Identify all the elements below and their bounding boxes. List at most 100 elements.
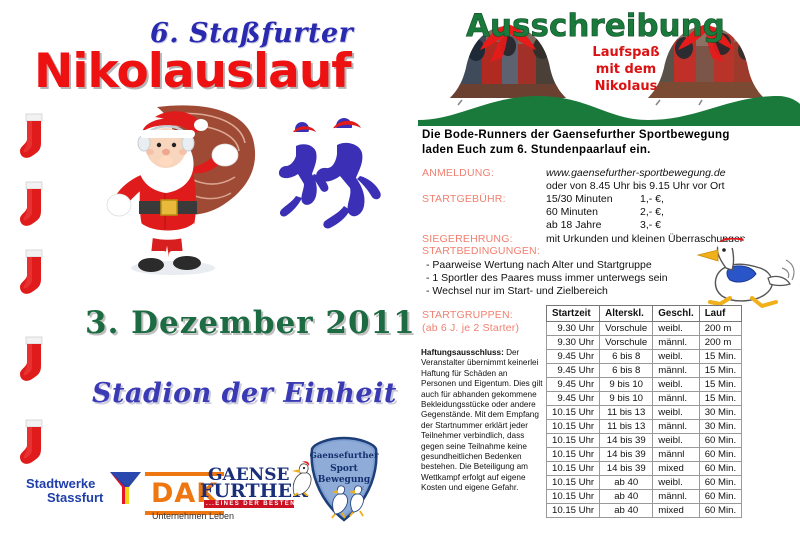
table-cell-geschl: männl. [652,335,700,350]
table-row: 10.15 Uhr 11 bis 13 männl. 30 Min. [545,419,743,434]
anmeldung-url[interactable]: www.gaensefurther-sportbewegung.de [546,167,726,179]
table-cell-geschl: männl. [652,489,700,504]
table-cell-geschl: weibl. [652,349,700,364]
startgruppen-label: STARTGRUPPEN: [422,309,513,321]
svg-text:Sport: Sport [330,464,359,474]
col-geschl: Geschl. [652,305,700,322]
col-lauf: Lauf [698,305,743,322]
table-cell-startzeit: 10.15 Uhr [545,503,601,518]
slogan-line-3: Nikolaus [594,79,658,94]
startgruppen-note: (ab 6 J. je 2 Starter) [422,322,520,334]
sponsor-logos: Stadtwerke Stassfurt DAK Unternehmen Leb… [0,432,412,539]
intro-line-1: Die Bode-Runners der Gaensefurther Sport… [422,129,730,141]
condition-1: - 1 Sportler des Paares muss immer unter… [426,272,668,284]
table-cell-lauf: 15 Min. [698,391,743,406]
table-cell-alterskl: 11 bis 13 [599,405,654,420]
disclaimer-text: Der Veranstalter übernimmt keinerlei Haf… [421,348,543,493]
anmeldung-onsite: oder von 8.45 Uhr bis 9.15 Uhr vor Ort [546,180,725,192]
fee-price-1: 2,- €, [640,206,664,218]
event-title: Nikolauslauf [34,44,352,99]
table-row: 9.45 Uhr 6 bis 8 weibl. 15 Min. [545,349,743,364]
table-cell-startzeit: 10.15 Uhr [545,461,601,476]
siegerehrung-value: mit Urkunden und kleinen Überraschungen [546,233,746,245]
table-cell-geschl: mixed [652,503,700,518]
fee-price-0: 1,- €, [640,193,664,205]
christmas-stocking-icon [18,418,52,475]
table-row: 9.45 Uhr 9 bis 10 männl. 15 Min. [545,391,743,406]
table-cell-lauf: 15 Min. [698,349,743,364]
condition-0: - Paarweise Wertung nach Alter und Start… [426,259,652,271]
table-header-row: Startzeit Alterskl. Geschl. Lauf [545,305,743,322]
table-row: 10.15 Uhr 14 bis 39 weibl. 60 Min. [545,433,743,448]
table-row: 10.15 Uhr 14 bis 39 männl 60 Min. [545,447,743,462]
table-cell-startzeit: 10.15 Uhr [545,447,601,462]
table-cell-alterskl: 11 bis 13 [599,419,654,434]
table-row: 9.45 Uhr 9 bis 10 weibl. 15 Min. [545,377,743,392]
table-cell-startzeit: 9.30 Uhr [545,335,601,350]
christmas-stocking-icon [18,180,52,237]
table-cell-alterskl: 9 bis 10 [599,377,654,392]
table-cell-startzeit: 9.45 Uhr [545,377,601,392]
table-cell-startzeit: 10.15 Uhr [545,419,601,434]
table-cell-geschl: männl. [652,419,700,434]
table-row: 10.15 Uhr 11 bis 13 weibl. 30 Min. [545,405,743,420]
table-cell-lauf: 30 Min. [698,419,743,434]
runners-photo-bell-shape [648,24,764,106]
table-cell-geschl: weibl. [652,405,700,420]
event-date: 3. Dezember 2011 [85,305,416,341]
table-cell-alterskl: ab 40 [599,503,654,518]
table-cell-geschl: weibl. [652,377,700,392]
gaensefurther-goose-icon [292,461,312,496]
table-cell-startzeit: 10.15 Uhr [545,405,601,420]
table-cell-startzeit: 10.15 Uhr [545,433,601,448]
table-row: 9.45 Uhr 6 bis 8 männl. 15 Min. [545,363,743,378]
table-cell-alterskl: Vorschule [599,335,654,350]
fee-desc-0: 15/30 Minuten [546,193,613,205]
table-cell-alterskl: 6 bis 8 [599,349,654,364]
stadtwerke-y-mark-icon [110,472,141,504]
table-cell-lauf: 30 Min. [698,405,743,420]
col-startzeit: Startzeit [545,305,601,322]
christmas-stocking-icon [18,248,52,305]
runners-photo-bell-shape [450,24,566,106]
startbedingungen-label: STARTBEDINGUNGEN: [422,245,540,257]
green-hill-wave-graphic [418,96,800,126]
banner-slogan: Laufspaß mit dem Nikolaus [566,44,686,95]
siegerehrung-label: SIEGEREHRUNG: [422,233,513,245]
table-cell-lauf: 200 m [698,321,743,336]
table-cell-lauf: 60 Min. [698,503,743,518]
table-cell-alterskl: 9 bis 10 [599,391,654,406]
table-cell-geschl: weibl. [652,321,700,336]
table-cell-geschl: weibl. [652,433,700,448]
table-row: 9.30 Uhr Vorschule männl. 200 m [545,335,743,350]
table-cell-geschl: mixed [652,461,700,476]
santa-claus-illustration [95,105,305,310]
event-venue: Stadion der Einheit [92,378,397,409]
table-row: 10.15 Uhr ab 40 weibl. 60 Min. [545,475,743,490]
table-cell-startzeit: 9.45 Uhr [545,391,601,406]
christmas-stocking-icon [18,112,52,169]
start-groups-table: Startzeit Alterskl. Geschl. Lauf 9.30 Uh… [545,305,743,518]
table-cell-alterskl: 6 bis 8 [599,363,654,378]
table-cell-startzeit: 9.45 Uhr [545,363,601,378]
table-cell-lauf: 60 Min. [698,433,743,448]
table-cell-lauf: 200 m [698,335,743,350]
svg-text:Bewegung: Bewegung [318,475,371,485]
table-row: 10.15 Uhr 14 bis 39 mixed 60 Min. [545,461,743,476]
table-cell-geschl: männl [652,447,700,462]
table-cell-lauf: 60 Min. [698,461,743,476]
intro-line-2: laden Euch zum 6. Stundenpaarlauf ein. [422,144,651,156]
anmeldung-label: ANMELDUNG: [422,167,495,179]
table-cell-alterskl: 14 bis 39 [599,447,654,462]
table-cell-alterskl: ab 40 [599,489,654,504]
left-column: 6. Staßfurter Nikolauslauf [0,18,415,539]
table-cell-startzeit: 10.15 Uhr [545,475,601,490]
table-cell-startzeit: 10.15 Uhr [545,489,601,504]
table-cell-alterskl: 14 bis 39 [599,433,654,448]
condition-2: - Wechsel nur im Start- und Zielbereich [426,285,608,297]
svg-text:Gaensefurther: Gaensefurther [310,451,379,461]
table-cell-alterskl: 14 bis 39 [599,461,654,476]
slogan-line-2: mit dem [595,62,657,77]
running-goose-mascot-icon [690,235,798,310]
